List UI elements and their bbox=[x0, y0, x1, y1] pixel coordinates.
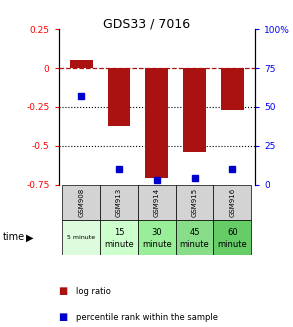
Text: minute: minute bbox=[142, 240, 172, 249]
Bar bbox=[62, 220, 100, 255]
Bar bbox=[100, 184, 138, 220]
Text: 5 minute: 5 minute bbox=[67, 235, 95, 240]
Bar bbox=[176, 220, 213, 255]
Text: 15: 15 bbox=[114, 228, 124, 237]
Text: GSM914: GSM914 bbox=[154, 188, 160, 217]
Bar bbox=[138, 220, 176, 255]
Bar bbox=[62, 184, 100, 220]
Bar bbox=[221, 68, 243, 110]
Text: 45: 45 bbox=[189, 228, 200, 237]
Text: GSM908: GSM908 bbox=[78, 188, 84, 217]
Text: ■: ■ bbox=[59, 286, 68, 296]
Bar bbox=[183, 68, 206, 152]
Bar bbox=[138, 184, 176, 220]
Text: GDS33 / 7016: GDS33 / 7016 bbox=[103, 18, 190, 31]
Text: ▶: ▶ bbox=[26, 232, 34, 242]
Text: minute: minute bbox=[180, 240, 209, 249]
Text: minute: minute bbox=[104, 240, 134, 249]
Bar bbox=[176, 184, 213, 220]
Text: ■: ■ bbox=[59, 312, 68, 322]
Text: 30: 30 bbox=[151, 228, 162, 237]
Text: minute: minute bbox=[217, 240, 247, 249]
Text: GSM915: GSM915 bbox=[192, 188, 197, 217]
Text: log ratio: log ratio bbox=[76, 286, 111, 296]
Bar bbox=[108, 68, 130, 126]
Text: 60: 60 bbox=[227, 228, 238, 237]
Text: percentile rank within the sample: percentile rank within the sample bbox=[76, 313, 218, 322]
Text: GSM916: GSM916 bbox=[229, 188, 235, 217]
Bar bbox=[145, 68, 168, 178]
Bar bbox=[70, 60, 93, 68]
Bar bbox=[213, 220, 251, 255]
Text: time: time bbox=[3, 232, 25, 242]
Bar bbox=[100, 220, 138, 255]
Text: GSM913: GSM913 bbox=[116, 188, 122, 217]
Bar bbox=[213, 184, 251, 220]
